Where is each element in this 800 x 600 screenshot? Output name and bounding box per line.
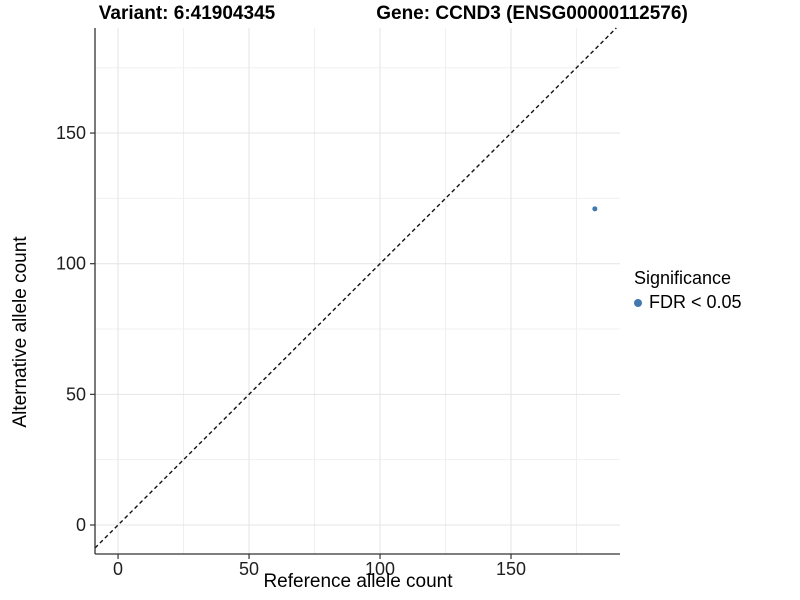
y-tick-label: 0	[76, 515, 86, 535]
y-tick-label: 100	[56, 254, 86, 274]
x-tick-label: 50	[239, 559, 259, 579]
legend: Significance FDR < 0.05	[634, 268, 742, 313]
x-axis-title: Reference allele count	[263, 571, 453, 592]
legend-entry-label: FDR < 0.05	[649, 292, 742, 312]
identity-line	[94, 27, 617, 549]
x-tick-label: 150	[496, 559, 526, 579]
legend-entry: FDR < 0.05	[634, 292, 742, 313]
x-tick-label: 0	[113, 559, 123, 579]
data-point	[592, 206, 598, 212]
y-tick-label: 50	[66, 384, 86, 404]
y-tick-label: 150	[56, 123, 86, 143]
x-tick-label: 100	[365, 559, 395, 579]
y-axis-title: Alternative allele count	[10, 236, 31, 428]
plot-title-gene: Gene: CCND3 (ENSG00000112576)	[376, 3, 688, 24]
plot-title-variant: Variant: 6:41904345	[98, 3, 276, 24]
legend-point-icon	[634, 298, 642, 307]
legend-title: Significance	[634, 268, 732, 288]
